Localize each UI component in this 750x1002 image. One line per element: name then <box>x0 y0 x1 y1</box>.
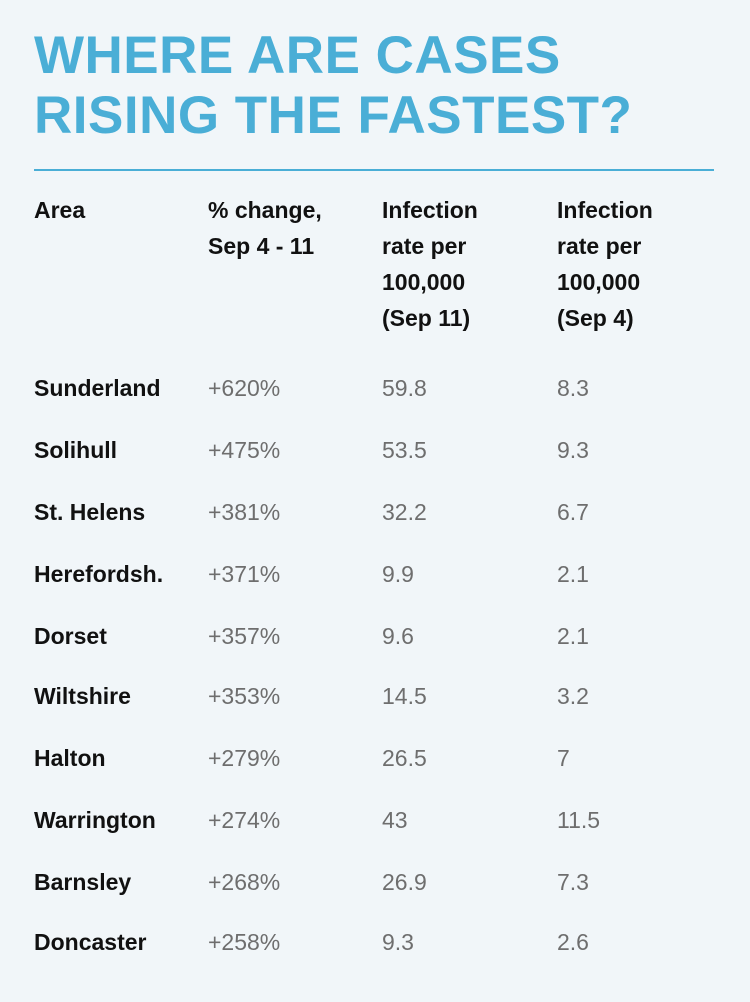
chart-title-line-2: RISING THE FASTEST? <box>34 86 633 145</box>
column-header-pct-change: % change, Sep 4 - 11 <box>208 192 368 264</box>
table-row: Herefordsh. +371% 9.9 2.1 <box>0 554 750 594</box>
pct-change-cell: +620% <box>208 375 281 401</box>
column-header-line: Sep 4 - 11 <box>208 233 315 259</box>
area-cell: Solihull <box>34 437 118 463</box>
rate-sep4-cell: 2.1 <box>557 623 589 649</box>
rate-sep11-cell: 9.3 <box>382 929 414 955</box>
column-header-rate-sep11: Infection rate per 100,000 (Sep 11) <box>382 192 542 336</box>
table-row: Dorset +357% 9.6 2.1 <box>0 616 750 656</box>
area-cell: St. Helens <box>34 499 146 525</box>
rate-sep4-cell: 6.7 <box>557 499 589 525</box>
rate-sep11-cell: 59.8 <box>382 375 427 401</box>
area-cell: Doncaster <box>34 929 147 955</box>
table-row: Solihull +475% 53.5 9.3 <box>0 430 750 470</box>
table-row: Wiltshire +353% 14.5 3.2 <box>0 676 750 716</box>
pct-change-cell: +381% <box>208 499 281 525</box>
area-cell: Warrington <box>34 807 156 833</box>
rate-sep4-cell: 8.3 <box>557 375 589 401</box>
pct-change-cell: +268% <box>208 869 281 895</box>
column-header-rate-sep4: Infection rate per 100,000 (Sep 4) <box>557 192 717 336</box>
rate-sep11-cell: 9.9 <box>382 561 414 587</box>
rate-sep4-cell: 7.3 <box>557 869 589 895</box>
table-row: Barnsley +268% 26.9 7.3 <box>0 862 750 902</box>
column-header-line: 100,000 <box>557 269 641 295</box>
rate-sep4-cell: 2.1 <box>557 561 589 587</box>
rate-sep4-cell: 9.3 <box>557 437 589 463</box>
title-divider <box>34 169 714 171</box>
column-header-line: rate per <box>382 233 467 259</box>
table-row: Halton +279% 26.5 7 <box>0 738 750 778</box>
chart-title-line-1: WHERE ARE CASES <box>34 26 561 85</box>
column-header-line: Infection <box>382 197 478 223</box>
rate-sep4-cell: 11.5 <box>557 807 601 833</box>
column-header-line: Infection <box>557 197 653 223</box>
pct-change-cell: +353% <box>208 683 281 709</box>
rate-sep11-cell: 14.5 <box>382 683 427 709</box>
rate-sep4-cell: 2.6 <box>557 929 589 955</box>
column-header-line: (Sep 4) <box>557 305 634 331</box>
rate-sep11-cell: 9.6 <box>382 623 414 649</box>
area-cell: Herefordsh. <box>34 561 164 587</box>
rate-sep11-cell: 26.9 <box>382 869 427 895</box>
area-cell: Barnsley <box>34 869 132 895</box>
pct-change-cell: +475% <box>208 437 281 463</box>
column-header-line: % change, <box>208 197 322 223</box>
chart-title: WHERE ARE CASES RISING THE FASTEST? <box>34 26 724 146</box>
pct-change-cell: +279% <box>208 745 281 771</box>
column-header-line: rate per <box>557 233 642 259</box>
pct-change-cell: +258% <box>208 929 281 955</box>
area-cell: Sunderland <box>34 375 161 401</box>
pct-change-cell: +274% <box>208 807 281 833</box>
rate-sep11-cell: 43 <box>382 807 408 833</box>
area-cell: Wiltshire <box>34 683 131 709</box>
rate-sep11-cell: 26.5 <box>382 745 427 771</box>
rate-sep4-cell: 7 <box>557 745 570 771</box>
table-row: Doncaster +258% 9.3 2.6 <box>0 922 750 962</box>
rate-sep11-cell: 53.5 <box>382 437 427 463</box>
table-row: Warrington +274% 43 11.5 <box>0 800 750 840</box>
area-cell: Halton <box>34 745 106 771</box>
table-row: St. Helens +381% 32.2 6.7 <box>0 492 750 532</box>
rate-sep4-cell: 3.2 <box>557 683 589 709</box>
pct-change-cell: +371% <box>208 561 281 587</box>
column-header-line: 100,000 <box>382 269 466 295</box>
area-cell: Dorset <box>34 623 107 649</box>
table-row: Sunderland +620% 59.8 8.3 <box>0 368 750 408</box>
pct-change-cell: +357% <box>208 623 281 649</box>
column-header-area: Area <box>34 192 194 228</box>
rate-sep11-cell: 32.2 <box>382 499 427 525</box>
column-header-line: Area <box>34 197 86 223</box>
column-header-line: (Sep 11) <box>382 305 471 331</box>
